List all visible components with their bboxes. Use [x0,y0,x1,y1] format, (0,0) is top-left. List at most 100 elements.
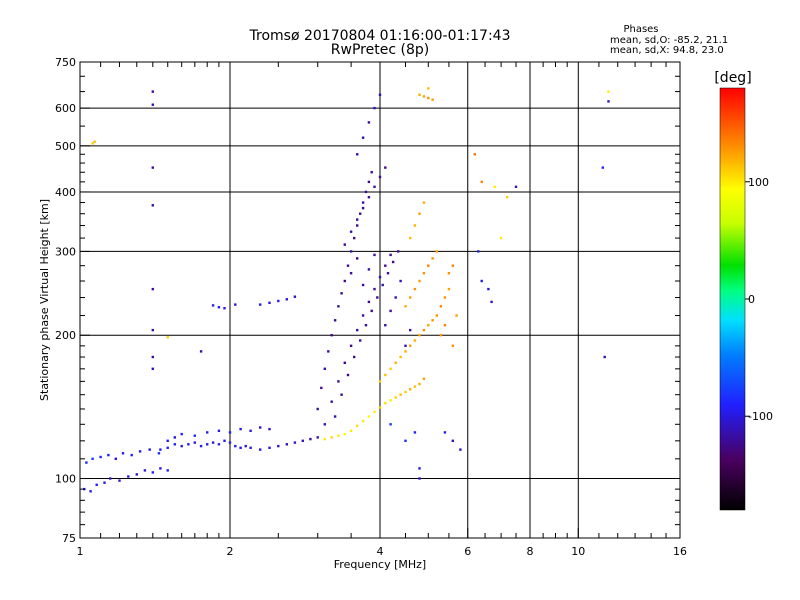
data-point [427,264,430,267]
data-point [148,448,151,451]
data-point [373,287,376,291]
x-tick-label: 16 [673,545,687,558]
data-point [340,393,343,396]
data-point [356,218,359,221]
data-point [259,448,262,451]
data-point [320,386,323,390]
data-point [127,475,130,478]
grid [80,62,680,538]
data-point [418,93,421,96]
data-point [409,328,412,332]
data-point [422,272,426,275]
data-point [459,448,462,451]
data-point [193,434,196,437]
data-point [418,279,421,283]
data-point [333,319,337,322]
data-point [353,236,356,240]
data-point [85,461,88,464]
x-tick-label: 2 [227,545,234,558]
data-point [404,350,407,353]
data-point [309,437,312,441]
data-point [451,344,454,347]
data-point [343,243,346,246]
data-point [249,446,252,449]
data-point [443,324,447,327]
data-point [151,471,154,474]
data-point [422,201,426,204]
data-point [451,264,454,267]
data-point [151,367,154,370]
phases-line-x: mean, sd,X: 94.8, 23.0 [610,45,724,56]
data-point [349,344,353,347]
data-point [384,373,387,377]
data-point [493,185,496,188]
data-point [193,441,196,444]
data-point [114,457,117,460]
colorbar-tick-label: 100 [748,176,769,189]
data-point [330,334,333,337]
data-point [151,204,154,207]
data-point [268,427,271,431]
data-point [394,396,397,399]
y-axis-label: Stationary phase Virtual Height [km] [38,199,51,401]
data-point [389,423,392,426]
data-point [367,180,371,184]
data-point [364,190,368,194]
data-point [384,401,387,405]
data-point [367,415,371,418]
data-point [323,367,326,370]
data-point [187,443,190,446]
data-point [259,426,262,429]
data-point [378,93,382,96]
data-point [391,260,395,264]
phases-line-o: mean, sd,O: -85.2, 21.1 [610,35,728,46]
data-point [399,393,402,396]
data-point [413,431,417,434]
data-point [607,100,610,103]
data-point [607,90,610,93]
data-point [389,399,392,402]
data-point [376,296,379,299]
data-point [367,268,371,271]
data-point [389,253,392,257]
data-point [386,272,390,275]
data-point [399,355,402,359]
data-point [301,439,304,442]
data-point [427,324,430,327]
data-point [356,224,359,227]
data-point [370,171,373,174]
data-point [356,153,359,156]
data-point [364,324,368,327]
data-point [346,373,350,377]
data-point [217,429,221,432]
data-point [413,224,417,227]
data-point [353,355,356,359]
data-point [93,140,96,143]
plot-area: 1 2 4 6 8 10 16 75 100 200 300 400 500 600 750 [55,56,687,558]
data-point [487,287,490,291]
data-point [431,319,434,322]
data-point [103,481,106,484]
data-point [361,206,365,210]
phases-title: Phases [623,24,658,35]
data-point [356,328,359,332]
data-point [431,257,434,260]
data-point [99,455,102,459]
data-point [166,439,169,442]
data-point [394,361,397,364]
data-point [389,367,392,370]
data-point [343,361,346,364]
data-point [373,410,376,414]
data-point [206,443,209,446]
data-point [223,439,226,442]
colorbar-ticks: 100 0 -100 [745,176,773,423]
data-point [443,296,447,299]
data-point [601,166,604,169]
data-point [259,303,262,306]
data-point [359,212,362,215]
data-point [239,427,242,431]
data-point [490,300,493,304]
data-point [211,441,215,444]
data-point [130,453,133,457]
data-point [499,236,503,240]
